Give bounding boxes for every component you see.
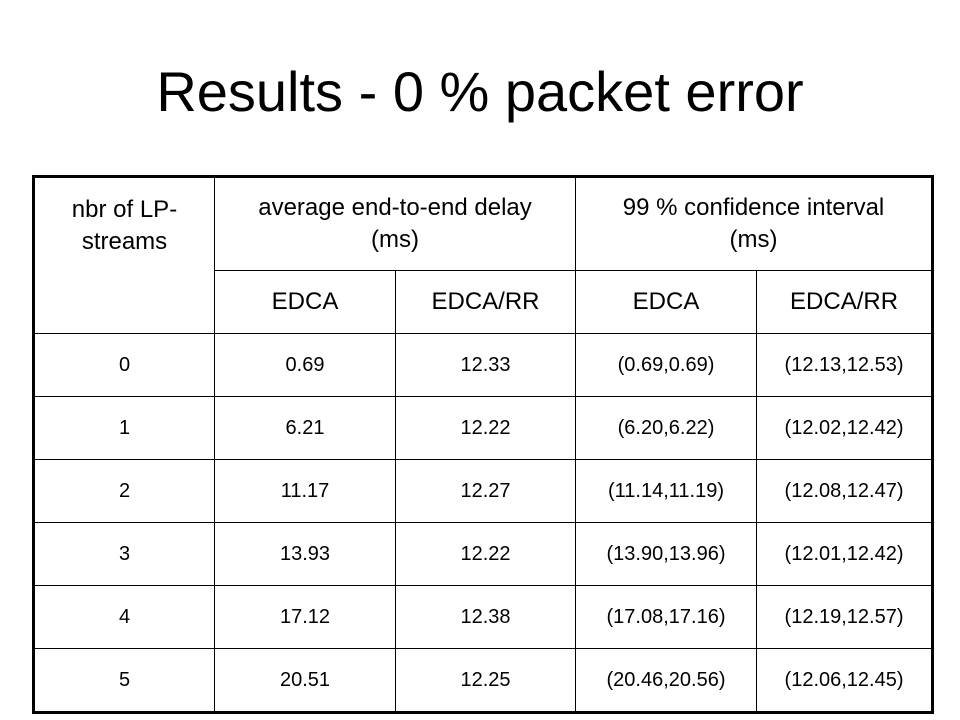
cell-delay-edca-rr: 12.33 [394,333,577,397]
cell-ci-edca-rr: (12.01,12.42) [756,522,934,586]
cell-ci-edca: (17.08,17.16) [575,585,758,649]
cell-ci-edca-rr: (12.13,12.53) [756,333,934,397]
cell-delay-edca-rr: 12.25 [394,648,577,713]
table-row: 4 17.12 12.38 (17.08,17.16) (12.19,12.57… [33,585,934,649]
cell-ci-edca-rr: (12.06,12.45) [756,648,934,713]
cell-streams: 0 [33,333,215,397]
cell-ci-edca-rr: (12.02,12.42) [756,396,934,460]
header-confidence: 99 % confidence interval (ms) [575,176,934,271]
cell-ci-edca: (0.69,0.69) [575,333,758,397]
cell-streams: 4 [33,585,215,649]
subheader-delay-edca: EDCA [214,270,396,334]
subheader-ci-edca: EDCA [575,270,758,334]
cell-ci-edca: (20.46,20.56) [575,648,758,713]
table-row: 2 11.17 12.27 (11.14,11.19) (12.08,12.47… [33,459,934,523]
cell-delay-edca: 17.12 [214,585,396,649]
cell-delay-edca-rr: 12.27 [394,459,577,523]
cell-ci-edca: (11.14,11.19) [575,459,758,523]
results-table: nbr of LP- streams average end-to-end de… [32,175,935,714]
cell-ci-edca: (6.20,6.22) [575,396,758,460]
cell-streams: 3 [33,522,215,586]
slide-title: Results - 0 % packet error [156,60,804,123]
cell-ci-edca: (13.90,13.96) [575,522,758,586]
table-row: 5 20.51 12.25 (20.46,20.56) (12.06,12.45… [33,648,934,713]
subheader-delay-edca-rr: EDCA/RR [394,270,577,334]
cell-streams: 1 [33,396,215,460]
cell-streams: 2 [33,459,215,523]
cell-delay-edca-rr: 12.38 [394,585,577,649]
cell-delay-edca: 11.17 [214,459,396,523]
cell-delay-edca: 13.93 [214,522,396,586]
cell-ci-edca-rr: (12.08,12.47) [756,459,934,523]
cell-delay-edca-rr: 12.22 [394,522,577,586]
table-row: 0 0.69 12.33 (0.69,0.69) (12.13,12.53) [33,333,934,397]
cell-delay-edca: 20.51 [214,648,396,713]
cell-delay-edca: 0.69 [214,333,396,397]
header-row: nbr of LP- streams average end-to-end de… [33,176,934,334]
subheader-ci-edca-rr: EDCA/RR [756,270,934,334]
header-streams-label: nbr of LP- streams [71,196,178,255]
header-delay: average end-to-end delay (ms) [213,176,577,271]
table-row: 3 13.93 12.22 (13.90,13.96) (12.01,12.42… [33,522,934,586]
table-row: 1 6.21 12.22 (6.20,6.22) (12.02,12.42) [33,396,934,460]
header-confidence-label: 99 % confidence interval (ms) [622,194,885,253]
cell-streams: 5 [33,648,215,713]
header-delay-label: average end-to-end delay (ms) [258,194,532,253]
header-streams: nbr of LP- streams [33,176,215,334]
cell-ci-edca-rr: (12.19,12.57) [756,585,934,649]
cell-delay-edca: 6.21 [214,396,396,460]
cell-delay-edca-rr: 12.22 [394,396,577,460]
